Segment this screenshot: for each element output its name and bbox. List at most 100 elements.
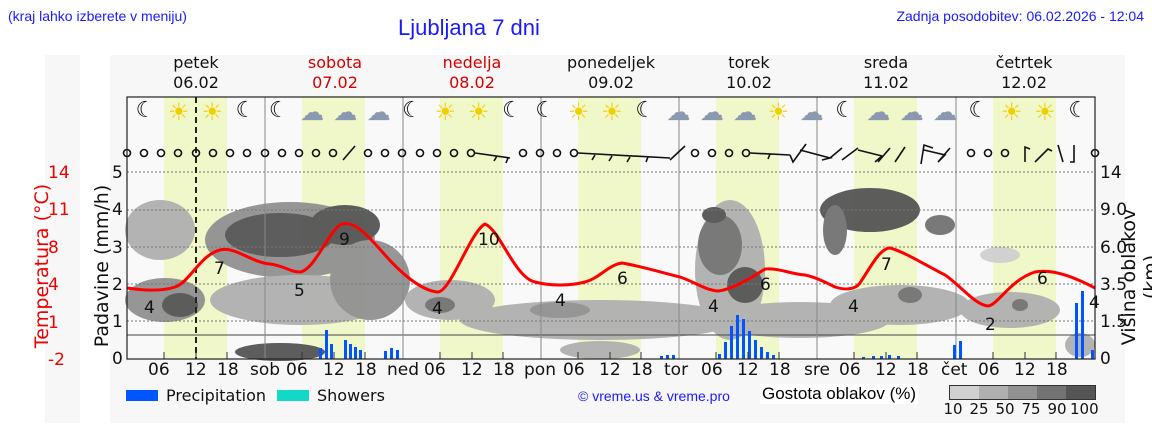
temp-tick: 11 bbox=[48, 200, 70, 220]
x-tick: čet bbox=[941, 360, 968, 380]
location-hint: (kraj lahko izberete v meniju) bbox=[8, 8, 187, 24]
precip-tick: 0 bbox=[112, 349, 123, 369]
x-tick: pon bbox=[524, 360, 556, 380]
x-tick: tor bbox=[664, 360, 689, 380]
cloud-tick: 14 bbox=[1100, 163, 1122, 183]
sun-cloud-icon: ☀ bbox=[434, 98, 457, 126]
sun-cloud-rain-icon: ☀ bbox=[767, 98, 790, 126]
night-cloud-icon: ☾ bbox=[835, 98, 855, 123]
night-cloud-rain-icon: ☾ bbox=[502, 98, 522, 123]
page-title: Ljubljana 7 dni bbox=[398, 15, 540, 40]
svg-text:6: 6 bbox=[1037, 269, 1048, 289]
x-tick: 06 bbox=[839, 360, 861, 380]
credit-link[interactable]: © vreme.us & vreme.pro bbox=[578, 388, 730, 404]
sun-cloud-icon: ☀ bbox=[1034, 98, 1056, 126]
cloud-rain-icon: ☁ bbox=[300, 98, 325, 126]
cloud-rain-icon: ☁ bbox=[866, 98, 891, 126]
cloud-rain-icon: ☁ bbox=[366, 98, 391, 126]
cloud-density-title: Gostota oblakov (%) bbox=[760, 384, 919, 404]
x-tick: 12 bbox=[185, 360, 207, 380]
svg-text:4: 4 bbox=[555, 291, 566, 311]
day-header-2: nedelja 08.02 bbox=[442, 53, 502, 92]
day-header-6: četrtek 12.02 bbox=[995, 53, 1053, 92]
cloud-density-scale-labels: 10 25 50 75 90 100 bbox=[943, 400, 1099, 418]
precipitation-bars bbox=[319, 291, 1094, 359]
x-tick: 18 bbox=[631, 360, 653, 380]
day-header-5: sreda 11.02 bbox=[863, 53, 909, 92]
wind-barbs bbox=[342, 143, 1075, 165]
precip-tick: 5 bbox=[112, 163, 123, 183]
x-tick: 06 bbox=[424, 360, 446, 380]
legend-label: Precipitation bbox=[166, 386, 267, 405]
showers-swatch bbox=[277, 390, 309, 401]
temp-tick: 4 bbox=[48, 275, 59, 295]
temp-tick: 1 bbox=[48, 313, 59, 333]
hour-ticks bbox=[163, 352, 1057, 359]
cloud-tick: 0 bbox=[1100, 349, 1111, 369]
cloud-rain-icon: ☁ bbox=[666, 98, 691, 126]
x-tick: 06 bbox=[148, 360, 170, 380]
cloud-rain-icon: ☁ bbox=[733, 98, 758, 126]
cloud-rain-icon: ☁ bbox=[799, 98, 824, 126]
x-tick: 06 bbox=[978, 360, 1000, 380]
sun-cloud-icon: ☀ bbox=[168, 98, 190, 126]
weather-icon-row: ☾ ☀ ☀ ☾ ☾ ☁ ☁ ☁ ☾ ☀ ☀ ☾ ☾ ☀ ☀ ☾ ☁ ☁ ☁ ☀ … bbox=[129, 98, 1095, 138]
x-tick: sob bbox=[250, 360, 281, 380]
x-tick: 12 bbox=[875, 360, 897, 380]
night-cloud-rain-icon: ☾ bbox=[135, 98, 156, 123]
day-header-3: ponedeljek 09.02 bbox=[567, 53, 655, 92]
precip-tick: 2 bbox=[112, 275, 123, 295]
x-tick: 18 bbox=[907, 360, 929, 380]
x-tick: 18 bbox=[217, 360, 239, 380]
precip-tick: 3 bbox=[112, 238, 123, 258]
svg-text:10: 10 bbox=[478, 230, 500, 250]
cloud-tick: 6.0 bbox=[1100, 238, 1128, 258]
x-tick: 18 bbox=[355, 360, 377, 380]
legend-precipitation: Precipitation bbox=[126, 386, 266, 405]
day-separators bbox=[264, 97, 957, 359]
temperature-axis-title: Temperatura (°C) bbox=[31, 183, 53, 349]
legend-label: Showers bbox=[317, 386, 385, 405]
x-tick: 12 bbox=[323, 360, 345, 380]
precip-axis-title: Padavine (mm/h) bbox=[91, 184, 113, 348]
x-tick: 12 bbox=[599, 360, 621, 380]
day-header-4: torek 10.02 bbox=[726, 53, 772, 92]
sun-cloud-icon: ☀ bbox=[467, 98, 490, 126]
sun-cloud-icon: ☀ bbox=[1000, 98, 1023, 126]
legend-showers: Showers bbox=[277, 386, 385, 405]
night-cloud-rain-icon: ☾ bbox=[635, 98, 656, 123]
svg-text:7: 7 bbox=[881, 255, 892, 275]
svg-text:4: 4 bbox=[708, 297, 719, 317]
cloud-tick: 1.5 bbox=[1100, 312, 1128, 332]
svg-text:6: 6 bbox=[617, 269, 628, 289]
night-cloud-rain-icon: ☾ bbox=[968, 98, 989, 123]
night-fog-icon: ☾ bbox=[535, 98, 556, 123]
x-tick: 18 bbox=[1046, 360, 1068, 380]
sun-cloud-icon: ☀ bbox=[201, 98, 223, 126]
cloud-tick: 3.5 bbox=[1100, 275, 1128, 295]
temp-tick: -2 bbox=[48, 350, 65, 370]
cloud-rain-icon: ☁ bbox=[699, 98, 724, 126]
svg-text:7: 7 bbox=[214, 259, 225, 279]
precipitation-swatch bbox=[126, 390, 158, 401]
svg-text:4: 4 bbox=[848, 297, 859, 317]
x-tick: 18 bbox=[769, 360, 791, 380]
cloud-tick: 9.0 bbox=[1100, 200, 1128, 220]
svg-text:9: 9 bbox=[339, 230, 350, 250]
grid-lines bbox=[127, 171, 1095, 322]
night-cloud-icon: ☾ bbox=[402, 98, 422, 123]
temp-tick: 8 bbox=[48, 238, 59, 258]
x-tick: 12 bbox=[1014, 360, 1036, 380]
x-tick: 12 bbox=[461, 360, 483, 380]
svg-text:4: 4 bbox=[432, 299, 443, 319]
svg-text:5: 5 bbox=[294, 281, 305, 301]
sun-cloud-rain-icon: ☀ bbox=[601, 98, 623, 126]
cloud-density-scale bbox=[949, 385, 1096, 400]
x-tick: 06 bbox=[286, 360, 308, 380]
last-updated: Zadnja posodobitev: 06.02.2026 - 12:04 bbox=[896, 8, 1144, 24]
x-tick: 06 bbox=[701, 360, 723, 380]
day-header-1: sobota 07.02 bbox=[307, 53, 363, 92]
temperature-axis-panel bbox=[45, 55, 80, 423]
wind-indicators bbox=[122, 148, 1100, 158]
